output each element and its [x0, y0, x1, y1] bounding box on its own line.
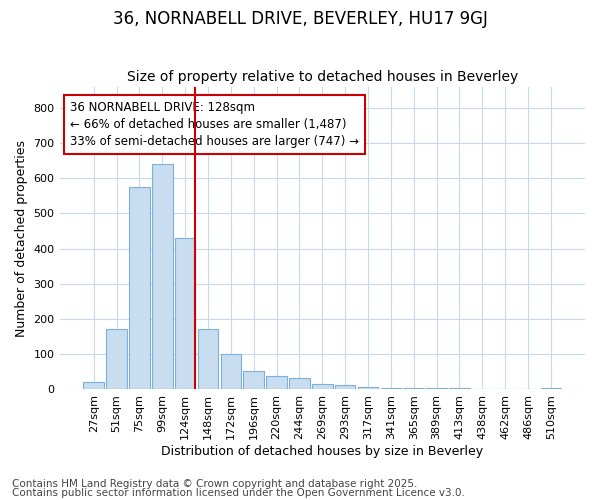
Title: Size of property relative to detached houses in Beverley: Size of property relative to detached ho… — [127, 70, 518, 85]
Bar — [175, 238, 196, 389]
Bar — [198, 330, 218, 389]
Bar — [403, 388, 424, 389]
Text: 36, NORNABELL DRIVE, BEVERLEY, HU17 9GJ: 36, NORNABELL DRIVE, BEVERLEY, HU17 9GJ — [113, 10, 487, 28]
Bar — [83, 382, 104, 389]
Bar — [221, 354, 241, 389]
Bar — [106, 330, 127, 389]
Text: 36 NORNABELL DRIVE: 128sqm
← 66% of detached houses are smaller (1,487)
33% of s: 36 NORNABELL DRIVE: 128sqm ← 66% of deta… — [70, 100, 359, 148]
Bar — [266, 376, 287, 389]
Text: Contains public sector information licensed under the Open Government Licence v3: Contains public sector information licen… — [12, 488, 465, 498]
Bar — [380, 388, 401, 389]
Bar — [358, 386, 378, 389]
Bar — [312, 384, 332, 389]
Bar — [541, 388, 561, 389]
Bar — [289, 378, 310, 389]
Bar — [335, 386, 355, 389]
Bar — [426, 388, 447, 389]
Bar — [129, 187, 150, 389]
Bar — [152, 164, 173, 389]
Text: Contains HM Land Registry data © Crown copyright and database right 2025.: Contains HM Land Registry data © Crown c… — [12, 479, 418, 489]
X-axis label: Distribution of detached houses by size in Beverley: Distribution of detached houses by size … — [161, 444, 484, 458]
Bar — [244, 370, 264, 389]
Y-axis label: Number of detached properties: Number of detached properties — [15, 140, 28, 336]
Bar — [449, 388, 470, 389]
